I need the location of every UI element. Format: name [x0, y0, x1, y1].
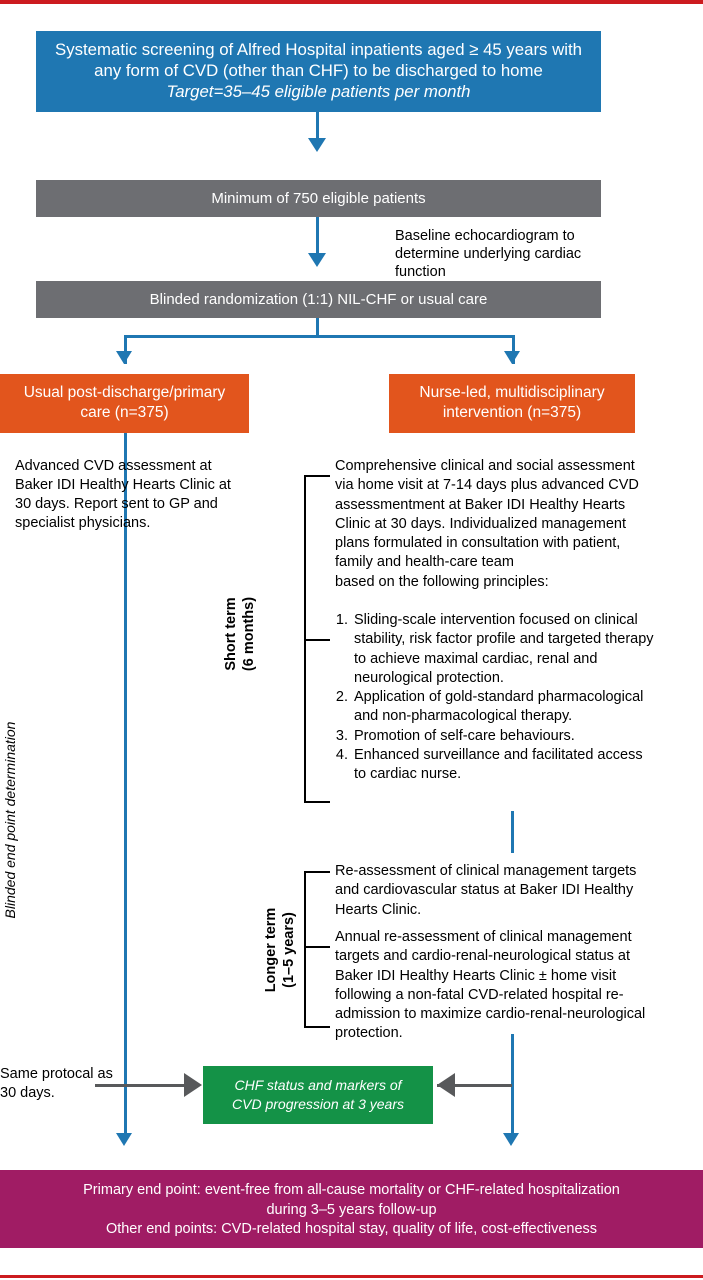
svg-text:Short term: Short term — [223, 597, 239, 670]
svg-text:(1–5 years): (1–5 years) — [281, 912, 297, 988]
svg-text:(6 months): (6 months) — [241, 597, 257, 671]
svg-text:Longer term: Longer term — [263, 908, 279, 993]
svg-text:Blinded end point determinatio: Blinded end point determination — [2, 721, 18, 918]
